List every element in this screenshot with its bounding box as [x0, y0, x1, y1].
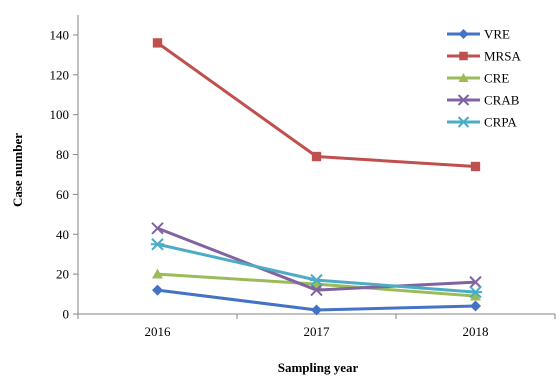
- y-ticks: 0 20 40 60 80 100 120 140: [50, 27, 78, 322]
- series-mrsa: [152, 38, 481, 172]
- legend-item-crpa: CRPA: [447, 115, 517, 130]
- series-crpa: [150, 238, 483, 299]
- x-axis-title: Sampling year: [278, 360, 359, 375]
- legend: VRE MRSA CRE CRAB CRPA: [447, 27, 521, 130]
- data-point-vre: [152, 284, 163, 296]
- x-tick-label: 2017: [304, 324, 331, 339]
- data-point-mrsa: [152, 38, 163, 48]
- legend-label: VRE: [484, 27, 510, 42]
- y-tick-label: 140: [50, 27, 70, 42]
- legend-marker-crab: [457, 94, 470, 106]
- legend-marker-cre: [458, 73, 469, 82]
- data-point-crpa: [309, 273, 324, 287]
- data-point-cre: [152, 268, 163, 279]
- y-tick-label: 20: [56, 267, 69, 282]
- legend-item-mrsa: MRSA: [447, 49, 521, 64]
- data-point-mrsa: [311, 151, 322, 162]
- x-tick-label: 2018: [463, 324, 489, 339]
- data-point-vre: [311, 304, 322, 316]
- legend-label: CRPA: [484, 115, 517, 130]
- data-point-crpa: [468, 285, 483, 299]
- data-point-cre: [470, 290, 481, 301]
- series-crab: [151, 222, 482, 297]
- legend-item-cre: CRE: [447, 71, 509, 86]
- data-point-crab: [310, 283, 323, 297]
- legend-marker-mrsa: [459, 51, 468, 61]
- legend-label: CRAB: [484, 93, 520, 108]
- y-tick-label: 120: [50, 67, 70, 82]
- legend-label: CRE: [484, 71, 509, 86]
- y-tick-label: 60: [56, 187, 69, 202]
- y-tick-label: 100: [50, 107, 70, 122]
- data-point-crab: [469, 275, 482, 289]
- data-point-vre: [470, 300, 481, 312]
- data-point-crab: [151, 222, 164, 235]
- y-axis-title: Case number: [10, 133, 25, 207]
- legend-item-crab: CRAB: [447, 93, 520, 108]
- legend-marker-crpa: [457, 116, 470, 128]
- legend-marker-vre: [458, 29, 469, 39]
- y-tick-label: 40: [56, 227, 69, 242]
- data-point-mrsa: [470, 161, 481, 172]
- y-tick-label: 0: [63, 307, 70, 322]
- x-ticks: 2016 2017 2018: [77, 314, 556, 339]
- y-tick-label: 80: [56, 147, 69, 162]
- series-vre: [152, 284, 481, 316]
- legend-label: MRSA: [484, 49, 521, 64]
- data-point-crpa: [150, 238, 165, 251]
- series-line-mrsa: [156, 41, 476, 168]
- x-tick-label: 2016: [145, 324, 172, 339]
- legend-item-vre: VRE: [447, 27, 510, 42]
- series-group: [150, 38, 483, 316]
